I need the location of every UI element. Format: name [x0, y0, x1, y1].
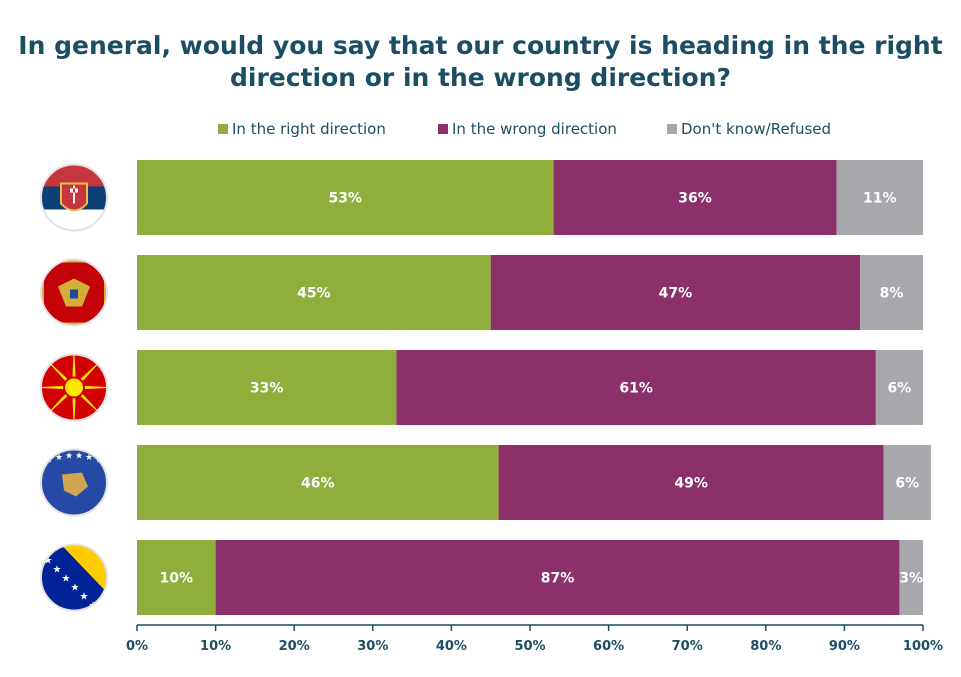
- x-tick-label: 100%: [903, 639, 943, 654]
- data-label: 87%: [541, 571, 575, 587]
- data-label: 45%: [297, 286, 331, 302]
- data-label: 33%: [250, 381, 284, 397]
- bar-segment: [899, 540, 923, 615]
- bar-segment: [498, 445, 884, 520]
- data-label: 49%: [674, 476, 708, 492]
- flag-star: ★: [62, 574, 71, 585]
- data-label: 46%: [301, 476, 335, 492]
- x-tick-label: 20%: [279, 639, 310, 654]
- data-label: 6%: [895, 476, 919, 492]
- flag-star: ★: [53, 565, 62, 576]
- montenegro-flag-ring: [40, 258, 108, 327]
- flag-sun-ray: [72, 396, 76, 421]
- x-tick-label: 70%: [672, 639, 703, 654]
- x-tick-label: 50%: [514, 639, 545, 654]
- x-tick-label: 90%: [829, 639, 860, 654]
- flag-sun: [63, 376, 85, 399]
- bar-segment: [553, 160, 837, 235]
- bar-segment: [215, 540, 900, 615]
- flag-stripe: [41, 164, 107, 187]
- chart-title-line-1: In general, would you say that our count…: [18, 31, 943, 60]
- flag-star: ★: [71, 583, 80, 594]
- flag-star: ★: [80, 592, 89, 603]
- chart-title: In general, would you say that our count…: [0, 30, 961, 94]
- kosovo-flag-icon: ★ ★ ★ ★ ★ ★: [41, 449, 107, 516]
- flag-star: ★: [65, 452, 73, 462]
- flag-cross: [70, 185, 78, 204]
- x-tick-label: 10%: [200, 639, 231, 654]
- bosnia-flag-icon: ★★★★★★: [41, 544, 107, 611]
- legend-swatch-dont-know: [667, 124, 677, 134]
- data-label: 6%: [888, 381, 912, 397]
- flag-shield: [70, 289, 78, 299]
- chart-legend: In the right direction In the wrong dire…: [0, 119, 961, 139]
- data-label: 8%: [880, 286, 904, 302]
- flag-sun-ray: [82, 385, 107, 390]
- flag-sun-ray: [72, 354, 76, 379]
- bar-segment: [883, 445, 931, 520]
- flag-star: ★: [85, 453, 93, 463]
- legend-label-wrong-direction: In the wrong direction: [452, 120, 617, 138]
- flag-star: ★: [55, 453, 63, 463]
- data-label: 61%: [619, 381, 653, 397]
- bar-segment: [836, 160, 923, 235]
- data-label: 11%: [863, 191, 897, 207]
- data-label: 47%: [659, 286, 693, 302]
- x-tick-label: 30%: [357, 639, 388, 654]
- bar-segment: [137, 255, 491, 330]
- bosnia-flag-ring: [40, 543, 108, 612]
- north-macedonia-flag-icon: [41, 354, 107, 421]
- legend-label-right-direction: In the right direction: [232, 120, 386, 138]
- flag-sun-ray: [41, 385, 66, 390]
- x-tick-label: 60%: [593, 639, 624, 654]
- north-macedonia-flag-ring: [40, 353, 108, 422]
- flag-star: ★: [75, 452, 83, 462]
- bar-segment: [137, 540, 216, 615]
- bar-segment: [860, 255, 923, 330]
- bar-segment: [137, 350, 397, 425]
- legend-item-dont-know: Don't know/Refused: [667, 119, 831, 139]
- flag-map: [62, 472, 88, 497]
- legend-item-right-direction: In the right direction: [218, 119, 386, 139]
- x-tick-label: 0%: [126, 639, 148, 654]
- montenegro-flag-icon: [41, 259, 107, 326]
- flag-star: ★: [44, 556, 53, 567]
- x-tick-label: 40%: [436, 639, 467, 654]
- data-label: 3%: [899, 571, 923, 587]
- bar-segment: [396, 350, 876, 425]
- kosovo-flag-ring: [40, 448, 108, 517]
- bar-segment: [137, 445, 499, 520]
- legend-label-dont-know: Don't know/Refused: [681, 120, 832, 138]
- data-label: 10%: [160, 571, 194, 587]
- x-tick-label: 80%: [750, 639, 781, 654]
- bar-segment: [137, 160, 554, 235]
- legend-item-wrong-direction: In the wrong direction: [438, 119, 617, 139]
- serbia-flag-ring: [40, 163, 108, 232]
- data-label: 36%: [678, 191, 712, 207]
- legend-swatch-right-direction: [218, 124, 228, 134]
- chart-title-line-2: direction or in the wrong direction?: [229, 63, 731, 92]
- data-label: 53%: [329, 191, 363, 207]
- bar-segment: [875, 350, 923, 425]
- legend-swatch-wrong-direction: [438, 124, 448, 134]
- bar-segment: [490, 255, 861, 330]
- flag-triangle: [60, 544, 107, 594]
